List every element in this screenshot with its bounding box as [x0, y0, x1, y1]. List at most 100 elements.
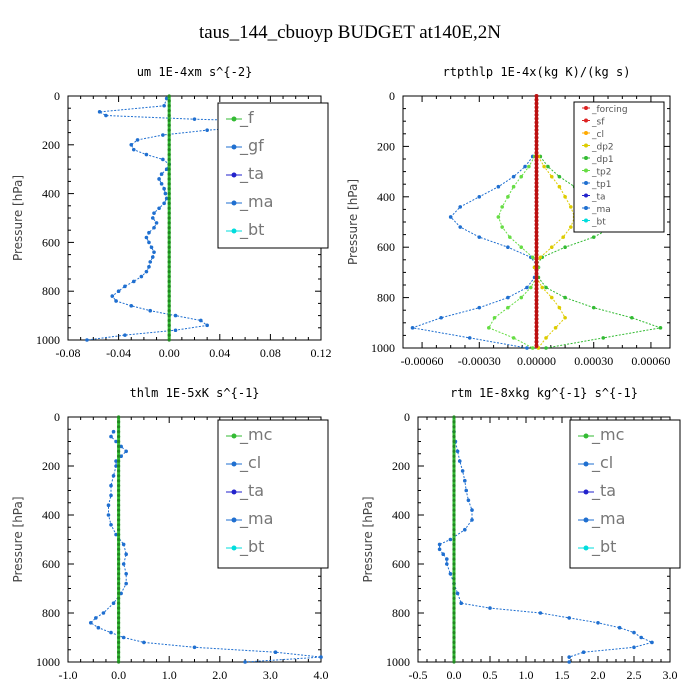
- series-point-mc: [452, 542, 456, 547]
- series-point-tp1: [467, 336, 472, 340]
- series-point-sf: [534, 335, 539, 340]
- series-point-mc: [117, 616, 121, 620]
- series-point-mc: [452, 640, 456, 645]
- series-point-gf: [159, 182, 164, 186]
- series-point-gf: [152, 250, 156, 254]
- series-point-sf: [534, 283, 539, 287]
- series-point-cl: [470, 508, 474, 512]
- y-tick-label: 1000: [36, 333, 60, 347]
- series-point-tp2: [530, 346, 535, 350]
- series-point-tp1: [525, 346, 529, 350]
- x-tick-label: -0.04: [106, 346, 131, 360]
- series-point-gf: [150, 216, 155, 220]
- series-point-mc: [117, 425, 121, 429]
- panel-title: thlm 1E-5xK s^{-1}: [129, 386, 259, 400]
- series-point-cl: [106, 503, 111, 508]
- legend-label: _tp1: [591, 180, 611, 190]
- series-point-tp1: [477, 195, 482, 199]
- series-point-tp1: [525, 285, 529, 290]
- series-point-f: [167, 240, 171, 244]
- series-point-gf: [150, 255, 155, 259]
- series-point-mc: [452, 557, 456, 561]
- series-point-mc: [117, 557, 121, 561]
- series-point-f: [167, 265, 171, 269]
- series-point-cl: [109, 630, 113, 635]
- series-point-cl: [96, 625, 101, 630]
- x-tick-label: 0.00060: [631, 354, 670, 368]
- series-point-cl: [109, 523, 113, 527]
- series-point-sf: [534, 139, 539, 144]
- series-point-tp1: [506, 245, 510, 249]
- x-tick-label: -0.08: [56, 346, 81, 360]
- series-point-mc: [452, 474, 456, 478]
- series-point-gf: [148, 308, 153, 313]
- series-point-f: [167, 133, 171, 137]
- series-point-sf: [534, 207, 539, 212]
- legend-marker: [231, 200, 237, 206]
- x-tick-label: 1.0: [162, 668, 177, 682]
- series-point-mc: [117, 454, 121, 458]
- series-point-sf: [534, 214, 539, 219]
- series-point-f: [167, 99, 171, 103]
- series-point-mc: [117, 420, 121, 424]
- series-point-mc: [452, 616, 456, 620]
- series-point-cl: [114, 439, 118, 444]
- series-point-sf: [534, 343, 539, 348]
- legend-label: _ta: [591, 481, 616, 501]
- series-point-dp2: [544, 336, 548, 340]
- series-point-f: [167, 201, 171, 205]
- series-point-dp1: [591, 235, 596, 239]
- y-tick-label: 800: [42, 284, 60, 298]
- series-point-sf: [534, 301, 539, 306]
- series-point-mc: [452, 518, 456, 522]
- series-point-mc: [117, 601, 121, 605]
- series-point-mc: [452, 567, 456, 571]
- x-tick-label: 0.0: [111, 668, 126, 682]
- legend-marker: [231, 144, 237, 150]
- series-point-mc: [452, 498, 456, 502]
- series-point-sf: [534, 317, 539, 322]
- legend-marker: [584, 156, 588, 160]
- series-point-sf: [534, 298, 539, 303]
- series-point-cl: [463, 478, 467, 483]
- panel-2: rtpthlp 1E-4x(kg K)/(kg s) Pressure [hPa]…: [346, 65, 671, 368]
- legend-marker: [231, 489, 237, 495]
- series-point-gf: [161, 133, 165, 137]
- series-point-cl: [617, 625, 622, 630]
- legend-label: _bt: [591, 537, 616, 557]
- series-point-mc: [452, 508, 456, 512]
- y-tick-label: 200: [42, 459, 60, 473]
- series-point-mc: [117, 469, 121, 473]
- legend-label: _cl: [591, 453, 613, 473]
- series-point-dp2: [557, 305, 562, 310]
- legend-label: _bt: [239, 537, 264, 557]
- series-point-cl: [596, 621, 600, 625]
- legend-label: _dp1: [591, 155, 614, 165]
- x-tick-label: 4.0: [314, 668, 329, 682]
- series-point-gf: [173, 328, 178, 333]
- series-point-f: [167, 221, 171, 225]
- series-point-cl: [437, 542, 442, 547]
- series-point-sf: [534, 241, 539, 246]
- series-point-tp1: [477, 305, 482, 310]
- series-point-f: [167, 304, 171, 308]
- legend-marker: [231, 461, 237, 467]
- series-point-cl: [632, 630, 636, 635]
- series-point-cl: [121, 562, 126, 566]
- legend-label: _cl: [239, 453, 261, 473]
- series-point-f: [167, 162, 171, 166]
- series-point-gf: [164, 96, 169, 101]
- series-point-cl: [448, 537, 453, 542]
- x-tick-label: 1.0: [519, 668, 534, 682]
- panel-title: rtpthlp 1E-4x(kg K)/(kg s): [443, 65, 631, 79]
- legend-label: _sf: [591, 118, 605, 128]
- series-point-gf: [129, 143, 134, 147]
- series-point-gf: [148, 260, 153, 264]
- series-point-cl: [464, 488, 469, 493]
- panel-3: thlm 1E-5xK s^{-1} Pressure [hPa] -1.0 0.0 1…: [11, 386, 329, 682]
- legend-marker: [231, 172, 237, 178]
- x-tick-label: 3.0: [663, 668, 678, 682]
- series-point-mc: [117, 640, 121, 645]
- legend-marker: [583, 517, 589, 523]
